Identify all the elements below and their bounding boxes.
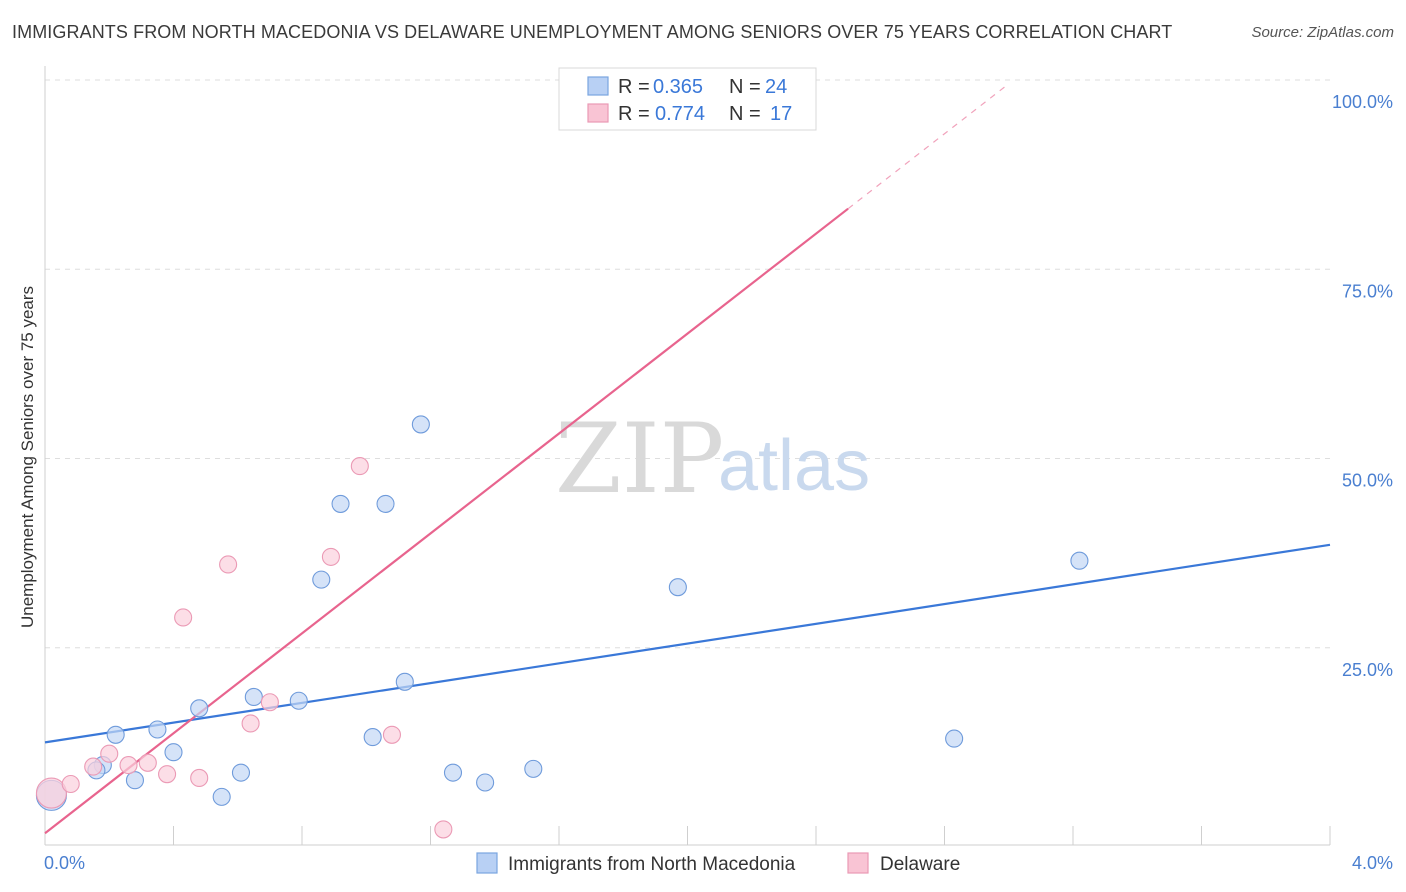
point-delaware-10 [241,714,260,733]
point-immigrants-10 [244,687,263,707]
point-delaware-11 [260,693,279,712]
point-immigrants-23 [1070,551,1089,570]
point-immigrants-14 [363,728,382,747]
y-tick-label-100: 100.0% [1332,92,1393,112]
point-immigrants-7 [190,699,209,718]
point-delaware-1 [61,774,80,794]
bottom-legend-swatch-immigrants [476,852,498,874]
bottom-legend-label-delaware: Delaware [880,854,960,875]
legend-r-value-delaware: 0.774 [655,103,705,125]
legend-r-label-delaware: R = [618,103,650,125]
point-delaware-8 [190,768,209,788]
chart-source: Source: ZipAtlas.com [1251,24,1394,41]
point-delaware-15 [434,820,453,839]
y-tick-labels: 25.0% 50.0% 75.0% 100.0% [1332,92,1393,680]
point-delaware-7 [174,608,193,627]
point-delaware-9 [219,555,238,574]
legend-swatch-delaware [587,103,609,123]
series-legend: Immigrants from North Macedonia Delaware [476,852,960,875]
watermark-zip: ZIP [555,403,724,515]
point-immigrants-8 [212,787,231,806]
point-delaware-12 [321,547,340,566]
stats-legend: R = 0.365 N = 24 R = 0.774 N = 17 [558,67,817,131]
point-immigrants-3 [106,725,125,744]
point-delaware-6 [158,765,177,784]
legend-n-label-delaware: N = [729,103,761,125]
legend-n-label-immigrants: N = [729,76,761,98]
point-delaware-5 [138,753,157,772]
y-tick-label-50: 50.0% [1342,471,1393,491]
y-tick-label-25: 25.0% [1342,660,1393,680]
legend-swatch-immigrants [587,76,609,96]
point-immigrants-21 [668,578,687,597]
chart-title: IMMIGRANTS FROM NORTH MACEDONIA VS DELAW… [12,22,1173,42]
trend-line-delaware [44,207,849,835]
x-tick-min: 0.0% [44,853,85,873]
trend-lines [44,83,1331,835]
point-immigrants-9 [231,763,251,782]
legend-n-value-immigrants: 24 [765,76,787,98]
point-immigrants-16 [395,672,414,691]
point-immigrants-20 [524,759,543,778]
point-immigrants-4 [125,771,144,790]
point-delaware-0 [35,777,67,809]
point-delaware-4 [119,756,138,775]
legend-n-value-delaware: 17 [770,103,792,125]
point-delaware-13 [350,457,369,476]
trend-line-immigrants [44,543,1331,744]
axes [44,66,1331,846]
point-immigrants-13 [331,494,350,513]
legend-r-label-immigrants: R = [618,76,650,98]
point-immigrants-19 [476,773,495,792]
x-tick-max: 4.0% [1352,853,1393,873]
point-delaware-14 [382,725,402,744]
point-delaware-2 [84,757,103,776]
point-immigrants-22 [945,729,964,748]
watermark: ZIP atlas [555,403,870,515]
legend-r-value-immigrants: 0.365 [653,76,703,98]
y-tick-label-75: 75.0% [1342,281,1393,301]
point-delaware-3 [100,744,119,763]
point-immigrants-11 [289,691,308,710]
point-immigrants-18 [443,763,463,782]
point-immigrants-12 [312,570,331,589]
bottom-legend-swatch-delaware [847,852,869,874]
point-immigrants-5 [148,720,167,739]
grid-lines [45,79,1334,649]
point-immigrants-15 [376,494,395,513]
point-immigrants-17 [411,415,430,434]
point-immigrants-6 [164,743,183,762]
x-tick-labels: 0.0% 4.0% [44,853,1393,873]
y-axis-title: Unemployment Among Seniors over 75 years [18,286,37,628]
trend-extension-delaware [847,83,1010,210]
bottom-legend-label-immigrants: Immigrants from North Macedonia [508,854,796,875]
watermark-atlas: atlas [718,426,870,506]
